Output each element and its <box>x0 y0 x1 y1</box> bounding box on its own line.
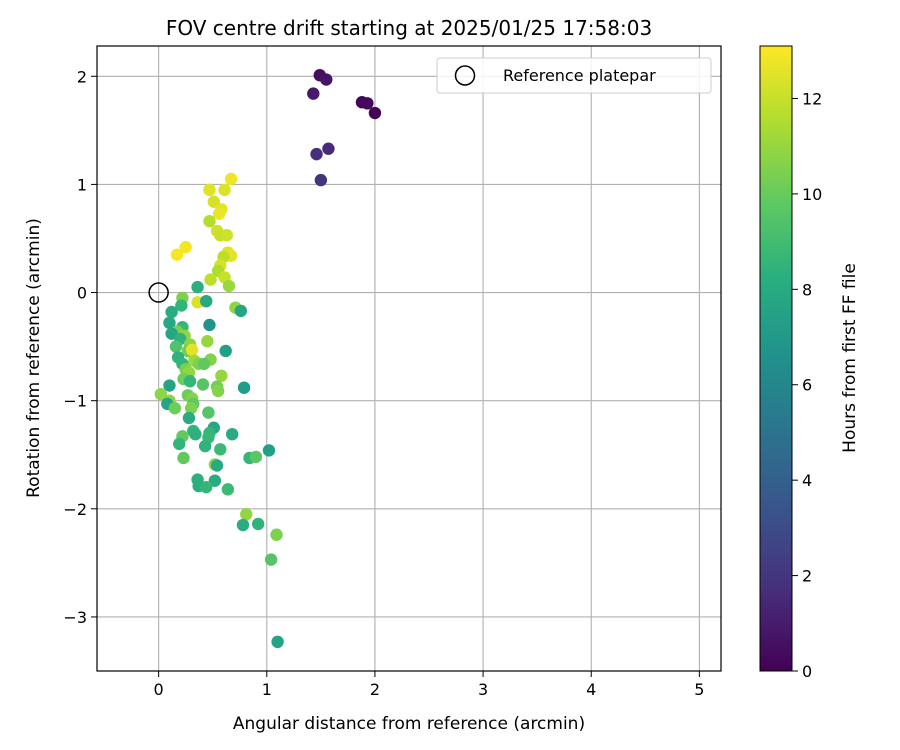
scatter-point <box>175 299 188 312</box>
scatter-point <box>361 97 374 110</box>
y-tick-label: −3 <box>63 608 87 627</box>
legend-box <box>436 57 712 94</box>
colorbar-tick-label: 6 <box>802 376 812 395</box>
scatter-point <box>165 305 178 319</box>
y-tick-label: −2 <box>63 500 87 519</box>
scatter-point <box>236 518 250 532</box>
colorbar-tick-label: 8 <box>802 280 812 299</box>
scatter-point <box>203 318 216 332</box>
scatter-point <box>202 406 215 419</box>
scatter-point <box>198 439 212 453</box>
x-tick-label: 0 <box>154 680 164 699</box>
scatter-point <box>189 427 202 441</box>
colorbar-tick-label: 10 <box>802 185 822 204</box>
colorbar-tick-label: 12 <box>802 89 822 108</box>
colorbar-label: Hours from first FF file <box>840 263 860 453</box>
scatter-point <box>197 357 211 371</box>
scatter-point <box>169 340 183 353</box>
plot-area: 0 1 2 3 4 5 −3 −2 −1 0 1 2 Reference platepar <box>63 45 722 699</box>
scatter-point <box>310 147 323 161</box>
scatter-point <box>237 381 251 394</box>
colorbar: 0 2 4 6 8 10 12 Hours from first FF file <box>759 45 860 681</box>
y-tick-label: 1 <box>77 175 87 194</box>
colorbar-tick-label: 4 <box>802 471 812 490</box>
scatter-point <box>219 344 232 358</box>
scatter-point <box>213 207 226 220</box>
scatter-point <box>203 214 216 228</box>
x-tick-label: 3 <box>478 680 488 699</box>
reference-platepar-marker <box>148 282 169 303</box>
scatter-point <box>168 402 182 415</box>
scatter-point <box>270 528 283 541</box>
colorbar-gradient <box>759 45 793 672</box>
scatter-point <box>207 195 220 208</box>
scatter-point <box>191 280 204 294</box>
scatter-point <box>264 553 278 566</box>
scatter-point <box>307 87 320 100</box>
scatter-point <box>179 240 192 254</box>
scatter-point <box>182 411 196 425</box>
scatter-point <box>163 379 176 392</box>
y-axis-ticks: −3 −2 −1 0 1 2 <box>63 67 97 627</box>
scatter-point <box>234 304 248 318</box>
scatter-point <box>368 106 382 120</box>
scatter-point <box>196 378 210 391</box>
scatter-point <box>214 443 227 456</box>
scatter-point <box>218 183 231 197</box>
y-axis-label: Rotation from reference (arcmin) <box>24 218 44 498</box>
scatter-point <box>177 451 190 465</box>
scatter-point <box>170 248 184 261</box>
scatter-point <box>184 402 198 415</box>
scatter-point <box>220 229 233 242</box>
x-axis-label: Angular distance from reference (arcmin) <box>233 714 585 734</box>
scatter-point <box>215 369 228 383</box>
scatter-point <box>163 316 176 330</box>
scatter-point <box>314 173 328 187</box>
scatter-point <box>154 387 168 401</box>
scatter-point <box>320 73 333 86</box>
scatter-point <box>203 183 216 197</box>
scatter-point <box>322 142 335 155</box>
scatter-point <box>271 635 284 649</box>
scatter-point <box>251 517 265 531</box>
scatter-point <box>185 343 199 357</box>
chart-title: FOV centre drift starting at 2025/01/25 … <box>166 16 652 40</box>
y-tick-label: 2 <box>77 67 87 86</box>
grid-lines <box>97 46 721 671</box>
scatter-point <box>224 172 238 186</box>
scatter-point <box>200 294 213 308</box>
colorbar-tick-label: 0 <box>802 662 812 681</box>
x-axis-ticks: 0 1 2 3 4 5 <box>154 671 704 699</box>
x-tick-label: 4 <box>586 680 596 699</box>
scatter-point <box>183 375 197 388</box>
y-tick-label: −1 <box>63 392 87 411</box>
colorbar-ticks: 0 2 4 6 8 10 12 <box>792 89 822 681</box>
scatter-point <box>222 279 236 293</box>
scatter-point <box>204 273 217 286</box>
scatter-point <box>172 437 186 451</box>
scatter-point <box>208 474 222 487</box>
scatter-point <box>262 444 276 457</box>
scatter-point <box>221 483 235 496</box>
legend-marker-icon <box>454 65 476 86</box>
legend: Reference platepar <box>436 57 712 94</box>
scatter-point <box>225 427 239 441</box>
scatter-point <box>211 384 225 398</box>
x-tick-label: 1 <box>262 680 272 699</box>
scatter-point <box>200 480 213 494</box>
x-tick-label: 5 <box>694 680 704 699</box>
x-tick-label: 2 <box>370 680 380 699</box>
plot-frame <box>96 45 722 672</box>
scatter-point <box>240 508 253 521</box>
scatter-point <box>201 334 214 348</box>
y-tick-label: 0 <box>77 284 87 303</box>
scatter-point <box>210 459 224 472</box>
scatter-point <box>249 450 263 464</box>
colorbar-tick-label: 2 <box>802 567 812 586</box>
scatter-points <box>154 68 382 649</box>
legend-entry-reference-platepar: Reference platepar <box>503 66 656 85</box>
